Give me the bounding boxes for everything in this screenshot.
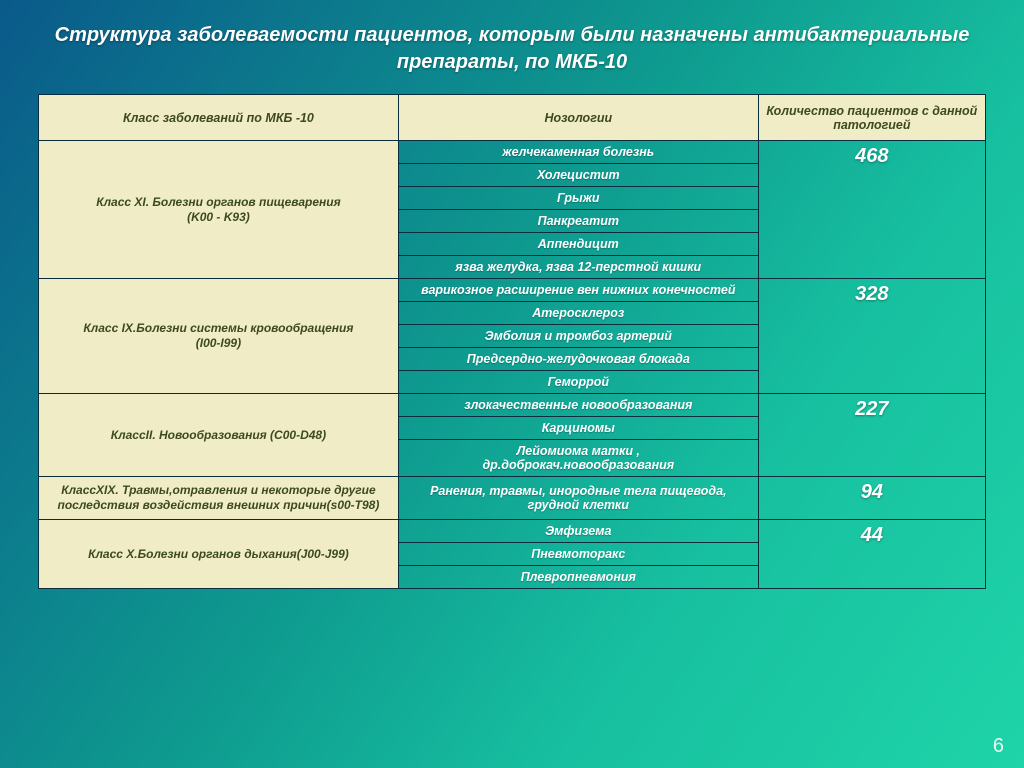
table-row: Класс X.Болезни органов дыхания(J00-J99)… xyxy=(39,520,986,543)
nosology-cell: Плевропневмония xyxy=(398,566,758,589)
nosology-cell: злокачественные новообразования xyxy=(398,394,758,417)
class-cell: Класс X.Болезни органов дыхания(J00-J99) xyxy=(39,520,399,589)
table-row: КлассII. Новообразования (C00-D48)злокач… xyxy=(39,394,986,417)
count-cell: 328 xyxy=(758,279,985,394)
nosology-cell: язва желудка, язва 12-перстной кишки xyxy=(398,256,758,279)
count-cell: 44 xyxy=(758,520,985,589)
nosology-cell: Лейомиома матки , др.доброкач.новообразо… xyxy=(398,440,758,477)
nosology-cell: Панкреатит xyxy=(398,210,758,233)
nosology-cell: Холецистит xyxy=(398,164,758,187)
nosology-cell: Карциномы xyxy=(398,417,758,440)
class-cell: Класс IX.Болезни системы кровообращения … xyxy=(39,279,399,394)
col-header-class: Класс заболеваний по МКБ -10 xyxy=(39,95,399,141)
col-header-nosology: Нозологии xyxy=(398,95,758,141)
page-number: 6 xyxy=(993,735,1004,758)
nosology-cell: Геморрой xyxy=(398,371,758,394)
class-cell: КлассXIX. Травмы,отравления и некоторые … xyxy=(39,477,399,520)
nosology-cell: Ранения, травмы, инородные тела пищевода… xyxy=(398,477,758,520)
count-cell: 94 xyxy=(758,477,985,520)
nosology-cell: варикозное расширение вен нижних конечно… xyxy=(398,279,758,302)
nosology-cell: Атеросклероз xyxy=(398,302,758,325)
table-row: Класс XI. Болезни органов пищеварения (K… xyxy=(39,141,986,164)
col-header-count: Количество пациентов с данной патологией xyxy=(758,95,985,141)
nosology-cell: Эмфизема xyxy=(398,520,758,543)
nosology-cell: Пневмоторакс xyxy=(398,543,758,566)
count-cell: 468 xyxy=(758,141,985,279)
morbidity-table: Класс заболеваний по МКБ -10 Нозологии К… xyxy=(38,94,986,589)
nosology-cell: Аппендицит xyxy=(398,233,758,256)
count-cell: 227 xyxy=(758,394,985,477)
nosology-cell: желчекаменная болезнь xyxy=(398,141,758,164)
table-row: КлассXIX. Травмы,отравления и некоторые … xyxy=(39,477,986,520)
slide-title: Структура заболеваемости пациентов, кото… xyxy=(38,22,986,76)
class-cell: Класс XI. Болезни органов пищеварения (K… xyxy=(39,141,399,279)
nosology-cell: Эмболия и тромбоз артерий xyxy=(398,325,758,348)
table-row: Класс IX.Болезни системы кровообращения … xyxy=(39,279,986,302)
nosology-cell: Предсердно-желудочковая блокада xyxy=(398,348,758,371)
class-cell: КлассII. Новообразования (C00-D48) xyxy=(39,394,399,477)
nosology-cell: Грыжи xyxy=(398,187,758,210)
